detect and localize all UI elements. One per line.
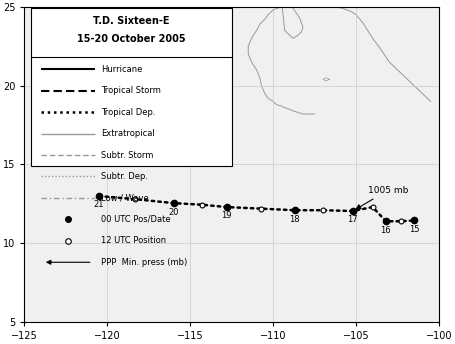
FancyBboxPatch shape bbox=[30, 8, 232, 166]
Text: Hurricane: Hurricane bbox=[101, 65, 142, 74]
Text: 12 UTC Position: 12 UTC Position bbox=[101, 236, 166, 245]
Text: 19: 19 bbox=[222, 212, 232, 221]
Text: Extratropical: Extratropical bbox=[101, 129, 155, 138]
Text: 17: 17 bbox=[348, 215, 358, 224]
Text: Subtr. Storm: Subtr. Storm bbox=[101, 151, 153, 160]
Text: Tropical Storm: Tropical Storm bbox=[101, 86, 161, 95]
Text: Subtr. Dep.: Subtr. Dep. bbox=[101, 172, 148, 181]
Text: 18: 18 bbox=[289, 215, 300, 224]
Text: Low / Wave: Low / Wave bbox=[101, 193, 149, 202]
Text: 1005 mb: 1005 mb bbox=[356, 186, 408, 209]
Text: 21: 21 bbox=[94, 201, 104, 209]
Text: 15: 15 bbox=[409, 225, 420, 234]
Text: 15-20 October 2005: 15-20 October 2005 bbox=[77, 34, 185, 44]
Text: Tropical Dep.: Tropical Dep. bbox=[101, 108, 156, 117]
Text: PPP  Min. press (mb): PPP Min. press (mb) bbox=[101, 258, 187, 267]
Text: 00 UTC Pos/Date: 00 UTC Pos/Date bbox=[101, 215, 171, 224]
Text: T.D. Sixteen-E: T.D. Sixteen-E bbox=[93, 16, 169, 26]
Text: 16: 16 bbox=[380, 226, 391, 235]
Text: 20: 20 bbox=[168, 207, 179, 216]
